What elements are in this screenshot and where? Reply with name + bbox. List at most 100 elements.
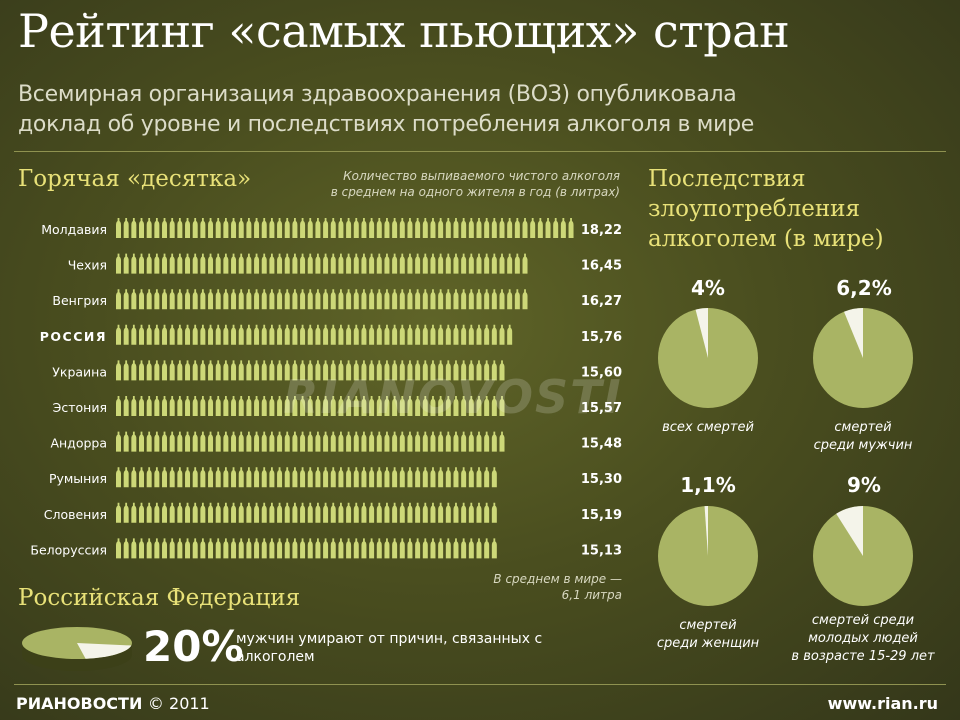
bottle-mark [568,218,574,238]
pie-4-caption: смертей среди молодых людей в возрасте 1… [778,612,948,666]
bottle-mark [468,360,474,381]
bottle-mark [154,396,160,416]
bottle-mark [246,324,252,345]
pie-4 [813,506,913,606]
bottle-mark [392,396,398,416]
bottle-mark [468,538,474,559]
bottle-mark [192,324,198,345]
footer-site-link[interactable]: www.rian.ru [827,694,938,713]
bottle-mark [330,253,336,274]
bottle-mark [254,467,260,488]
bottle-mark [453,324,459,345]
bottle-mark [200,324,206,345]
bottle-mark [415,324,421,345]
bottle-mark [484,502,490,523]
bottle-mark [384,502,390,523]
bottle-mark [200,396,206,416]
bottle-mark [123,360,129,381]
bottle-mark [323,396,329,416]
bottle-mark [277,218,283,238]
bottle-mark [315,431,321,452]
bottle-mark [292,502,298,523]
bottle-mark [392,289,398,310]
bottle-mark [131,289,137,310]
bottle-mark [392,502,398,523]
bottle-mark [392,218,398,238]
bottle-mark [369,396,375,416]
bottle-mark [231,502,237,523]
bottle-mark [131,324,137,345]
bottle-mark [407,218,413,238]
value-label: 15,48 [581,437,622,452]
bottle-mark [284,502,290,523]
bottle-mark [514,253,520,274]
bottle-mark [177,324,183,345]
bottle-mark [338,218,344,238]
bottle-mark [284,360,290,381]
bottle-mark [131,502,137,523]
bottle-mark [292,396,298,416]
bottle-mark [338,467,344,488]
bottle-mark [238,538,244,559]
bottle-mark [422,467,428,488]
bar-row-2: Чехия 16,45 [68,253,622,274]
bottle-mark [254,502,260,523]
bottle-mark [261,218,267,238]
bottle-mark [422,324,428,345]
bottle-mark [338,396,344,416]
bottle-mark [346,502,352,523]
bottle-mark [177,431,183,452]
bottle-mark [185,502,191,523]
pie-4-caption-line-1: смертей среди [811,613,915,628]
bottle-mark [277,253,283,274]
bar-row-5: Украина 15,60 [52,360,622,381]
bottle-mark [491,502,497,523]
bottle-mark [231,218,237,238]
bottle-mark [346,218,352,238]
bottle-mark [254,289,260,310]
bottle-mark [484,431,490,452]
bottle-mark [315,467,321,488]
bottle-mark [131,431,137,452]
bottle-mark [246,538,252,559]
bottle-mark [139,218,145,238]
bottle-mark [338,502,344,523]
bottle-mark [353,289,359,310]
bottle-mark [284,538,290,559]
bottle-mark [215,253,221,274]
bottle-mark [522,253,528,274]
bottle-mark [315,289,321,310]
bottle-mark [430,324,436,345]
bottle-mark [438,538,444,559]
bottle-mark [369,324,375,345]
bottle-mark [277,360,283,381]
bottle-mark [376,289,382,310]
bottle-mark [116,360,121,381]
pie-4-percent: 9% [847,473,881,497]
bottle-mark [231,538,237,559]
bottle-mark [192,218,198,238]
bottle-mark [476,324,482,345]
bottle-mark [338,431,344,452]
bottle-mark [369,467,375,488]
bottle-mark [200,502,206,523]
bottle-mark [200,538,206,559]
bottle-mark [384,289,390,310]
bottle-mark [537,218,543,238]
bottle-mark [384,218,390,238]
value-label: 15,19 [581,508,622,523]
bottle-mark [376,396,382,416]
bottle-mark [307,431,313,452]
bottle-mark [223,396,229,416]
bottle-mark [169,431,175,452]
bottle-mark [269,253,275,274]
bottle-mark [499,360,505,381]
bottle-mark [139,431,145,452]
value-label: 15,30 [581,472,622,487]
bottle-mark [131,396,137,416]
bottle-mark [422,502,428,523]
bottle-mark [445,324,451,345]
value-label: 15,60 [581,365,622,380]
bottle-mark [162,218,168,238]
bottle-mark [261,396,267,416]
